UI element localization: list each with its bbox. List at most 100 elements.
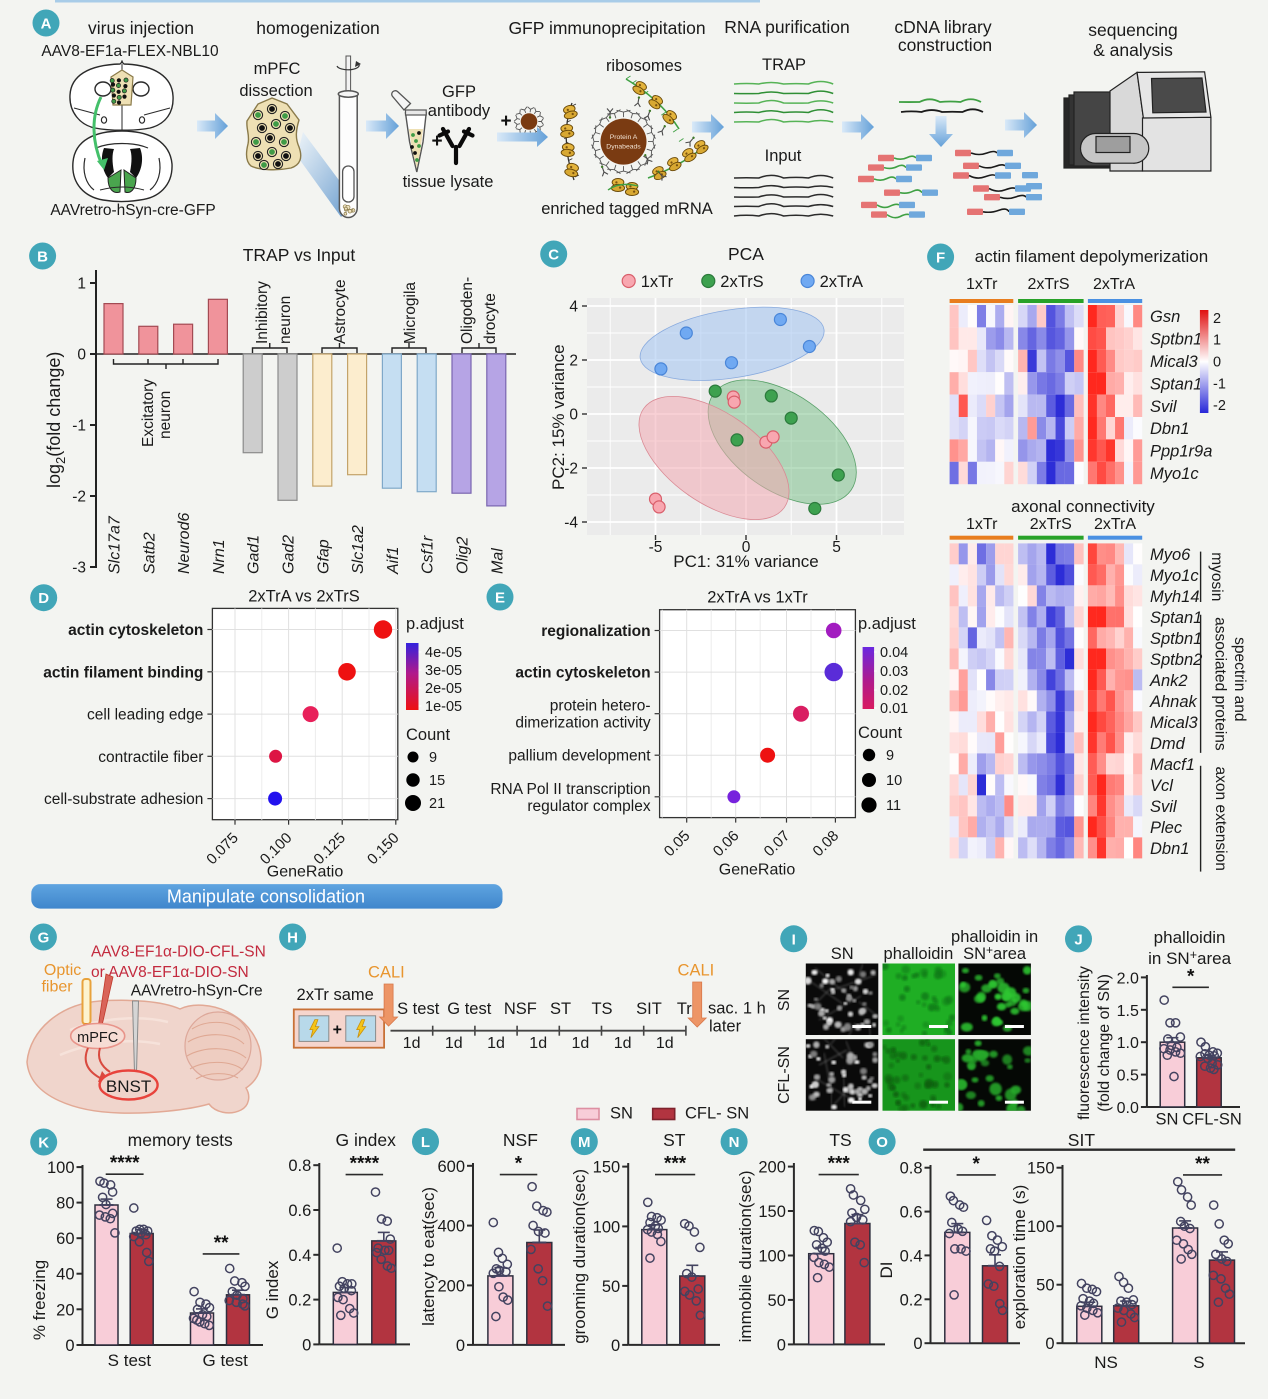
svg-text:CFL- SN: CFL- SN [685,1105,749,1123]
svg-text:TS: TS [591,1000,612,1018]
svg-text:ST: ST [550,1000,571,1018]
svg-text:AAV8-EF1α-DIO-CFL-SN: AAV8-EF1α-DIO-CFL-SN [91,944,266,961]
svg-text:G: G [38,930,50,947]
svg-text:100: 100 [47,1159,75,1177]
svg-text:SIT: SIT [1068,1130,1096,1150]
svg-text:1d: 1d [487,1035,505,1052]
svg-text:NS: NS [1094,1353,1118,1372]
svg-text:SN: SN [831,945,854,963]
svg-text:1d: 1d [403,1035,421,1052]
svg-text:**: ** [214,1233,229,1254]
svg-text:0.2: 0.2 [900,1291,923,1309]
svg-text:Myo6: Myo6 [1150,546,1191,564]
svg-text:1d: 1d [445,1035,463,1052]
svg-text:CFL-SN: CFL-SN [1182,1111,1242,1129]
svg-text:0: 0 [777,1336,786,1354]
svg-text:later: later [709,1018,742,1036]
svg-text:TRAP: TRAP [762,56,806,74]
svg-text:Ppp1r9a: Ppp1r9a [1150,443,1212,461]
svg-text:regionalization: regionalization [541,623,650,640]
svg-text:immobile duration(sec): immobile duration(sec) [736,1170,755,1342]
svg-text:Myo1c: Myo1c [1150,465,1199,483]
svg-text:G index: G index [263,1260,282,1319]
svg-text:+: + [431,131,442,152]
svg-text:Microgila: Microgila [402,282,419,344]
svg-text:GeneRatio: GeneRatio [719,862,796,879]
svg-text:neuron: neuron [277,296,294,344]
svg-text:Dbn1: Dbn1 [1150,420,1189,438]
svg-text:phalloidin: phalloidin [884,945,954,963]
svg-text:40: 40 [56,1266,74,1284]
svg-text:-2: -2 [564,461,578,478]
svg-text:AAVretro-hSyn-cre-GFP: AAVretro-hSyn-cre-GFP [50,202,215,219]
svg-text:DI: DI [877,1262,896,1279]
svg-text:S: S [1193,1353,1204,1372]
svg-text:grooming duration(sec): grooming duration(sec) [570,1169,589,1344]
svg-text:21: 21 [429,796,445,812]
svg-text:dissection: dissection [239,82,312,100]
svg-text:Myh14: Myh14 [1150,588,1200,606]
svg-text:GeneRatio: GeneRatio [267,864,344,881]
svg-text:PC1: 31% variance: PC1: 31% variance [673,552,819,571]
svg-text:0.4: 0.4 [288,1247,311,1265]
svg-text:Count: Count [406,726,450,744]
svg-text:AAVretro-hSyn-Cre: AAVretro-hSyn-Cre [131,983,263,1000]
svg-text:Dynabeads: Dynabeads [606,144,641,151]
svg-text:9: 9 [429,750,437,766]
svg-text:**: ** [1195,1154,1210,1175]
svg-text:150: 150 [758,1203,786,1221]
svg-text:Slc17a7: Slc17a7 [107,515,124,574]
svg-text:50: 50 [768,1292,786,1310]
svg-text:G test: G test [203,1351,249,1370]
svg-text:-2: -2 [1213,398,1226,414]
svg-text:Gfap: Gfap [315,539,332,574]
svg-text:2e-05: 2e-05 [425,681,462,697]
svg-text:2: 2 [569,353,578,370]
svg-text:0.0: 0.0 [1117,1100,1139,1117]
svg-text:0: 0 [65,1337,74,1355]
svg-text:Gad1: Gad1 [246,535,263,574]
svg-text:0: 0 [569,407,578,424]
svg-text:fluorescence intensity: fluorescence intensity [1076,966,1093,1120]
svg-text:400: 400 [437,1218,465,1236]
svg-text:SN: SN [1156,1111,1179,1129]
svg-text:fiber: fiber [41,979,73,996]
svg-text:CALI: CALI [368,964,405,982]
svg-text:60: 60 [56,1230,74,1248]
svg-text:1xTr: 1xTr [641,273,674,291]
svg-text:Inhibitory: Inhibitory [254,281,271,344]
svg-text:2xTrA: 2xTrA [820,273,863,291]
svg-text:Csf1r: Csf1r [420,535,437,574]
svg-text:Slc1a2: Slc1a2 [350,525,367,574]
svg-text:tissue lysate: tissue lysate [403,173,494,191]
svg-text:C: C [548,247,559,264]
svg-text:sequencing: sequencing [1088,20,1178,40]
svg-text:TRAP vs Input: TRAP vs Input [243,245,356,265]
svg-text:actin filament depolymerizatio: actin filament depolymerization [975,247,1208,266]
svg-text:0: 0 [1213,355,1221,371]
svg-text:-3: -3 [72,560,86,577]
svg-text:% freezing: % freezing [30,1260,49,1340]
svg-text:Aif1: Aif1 [385,546,402,575]
svg-text:1.5: 1.5 [1117,1003,1139,1020]
svg-text:200: 200 [758,1159,786,1177]
svg-text:AAV8-EF1a-FLEX-NBL10: AAV8-EF1a-FLEX-NBL10 [41,43,219,60]
svg-text:memory tests: memory tests [128,1130,233,1150]
svg-text:1xTr: 1xTr [966,276,998,293]
svg-text:RNA Pol II transcription: RNA Pol II transcription [490,781,650,798]
svg-text:0.04: 0.04 [880,645,908,661]
svg-text:Sptbn1: Sptbn1 [1150,331,1202,349]
svg-text:-4: -4 [564,515,578,532]
svg-text:Nrn1: Nrn1 [211,539,228,574]
svg-text:2xTrA: 2xTrA [1094,516,1136,533]
svg-text:protein hetero-: protein hetero- [550,698,651,715]
svg-text:phalloidin in: phalloidin in [951,928,1038,946]
svg-text:regulator complex: regulator complex [527,798,650,815]
svg-text:BNST: BNST [106,1077,151,1096]
svg-text:contractile fiber: contractile fiber [98,749,203,766]
svg-text:I: I [792,931,796,948]
svg-text:0: 0 [742,539,751,556]
svg-text:-2: -2 [72,489,86,506]
svg-text:1e-05: 1e-05 [425,699,462,715]
svg-text:Count: Count [858,724,902,742]
